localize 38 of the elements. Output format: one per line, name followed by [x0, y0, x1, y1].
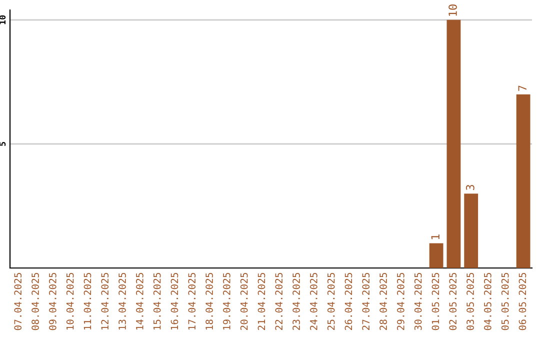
x-tick-label: 23.04.2025: [292, 272, 300, 330]
x-tick-label: 22.04.2025: [275, 272, 283, 330]
x-tick-label: 11.04.2025: [84, 272, 92, 330]
x-tick-label: 17.04.2025: [188, 272, 196, 330]
x-tick-label: 05.05.2025: [501, 272, 509, 330]
x-tick-label: 18.04.2025: [206, 272, 213, 330]
x-tick-label: 29.04.2025: [396, 272, 404, 330]
x-tick-label: 27.04.2025: [362, 272, 370, 330]
bar: [464, 194, 478, 268]
data-label: 7: [518, 86, 526, 91]
x-tick-label: 13.04.2025: [118, 272, 126, 330]
bar: [429, 243, 444, 268]
x-tick-label: 21.04.2025: [258, 272, 266, 330]
x-tick-label: 06.05.2025: [518, 272, 526, 330]
x-tick-label: 03.05.2025: [466, 272, 474, 330]
x-tick-label: 08.04.2025: [32, 272, 39, 330]
x-tick-label: 26.04.2025: [344, 272, 352, 330]
data-label: 1: [431, 234, 440, 240]
data-label: 10: [448, 4, 457, 16]
x-tick-label: 12.04.2025: [101, 272, 109, 330]
x-tick-label: 28.04.2025: [380, 272, 387, 330]
x-tick-label: 14.04.2025: [136, 272, 144, 330]
x-tick-label: 09.04.2025: [48, 272, 56, 330]
bar: [516, 94, 530, 268]
x-tick-label: 15.04.2025: [153, 272, 161, 330]
x-tick-label: 04.05.2025: [484, 272, 492, 330]
x-tick-label: 25.04.2025: [327, 272, 335, 330]
x-tick-label: 10.04.2025: [66, 272, 74, 330]
x-tick-label: 19.04.2025: [222, 272, 230, 330]
x-tick-label: 07.04.2025: [14, 272, 22, 330]
x-tick-label: 02.05.2025: [449, 272, 457, 330]
x-tick-label: 20.04.2025: [240, 272, 248, 330]
x-tick-label: 16.04.2025: [170, 272, 178, 330]
x-tick-label: 24.04.2025: [310, 272, 318, 330]
x-tick-label: 01.05.2025: [432, 272, 440, 330]
x-tick-label: 30.04.2025: [414, 272, 422, 330]
bar: [446, 20, 461, 268]
data-label: 3: [466, 184, 474, 190]
